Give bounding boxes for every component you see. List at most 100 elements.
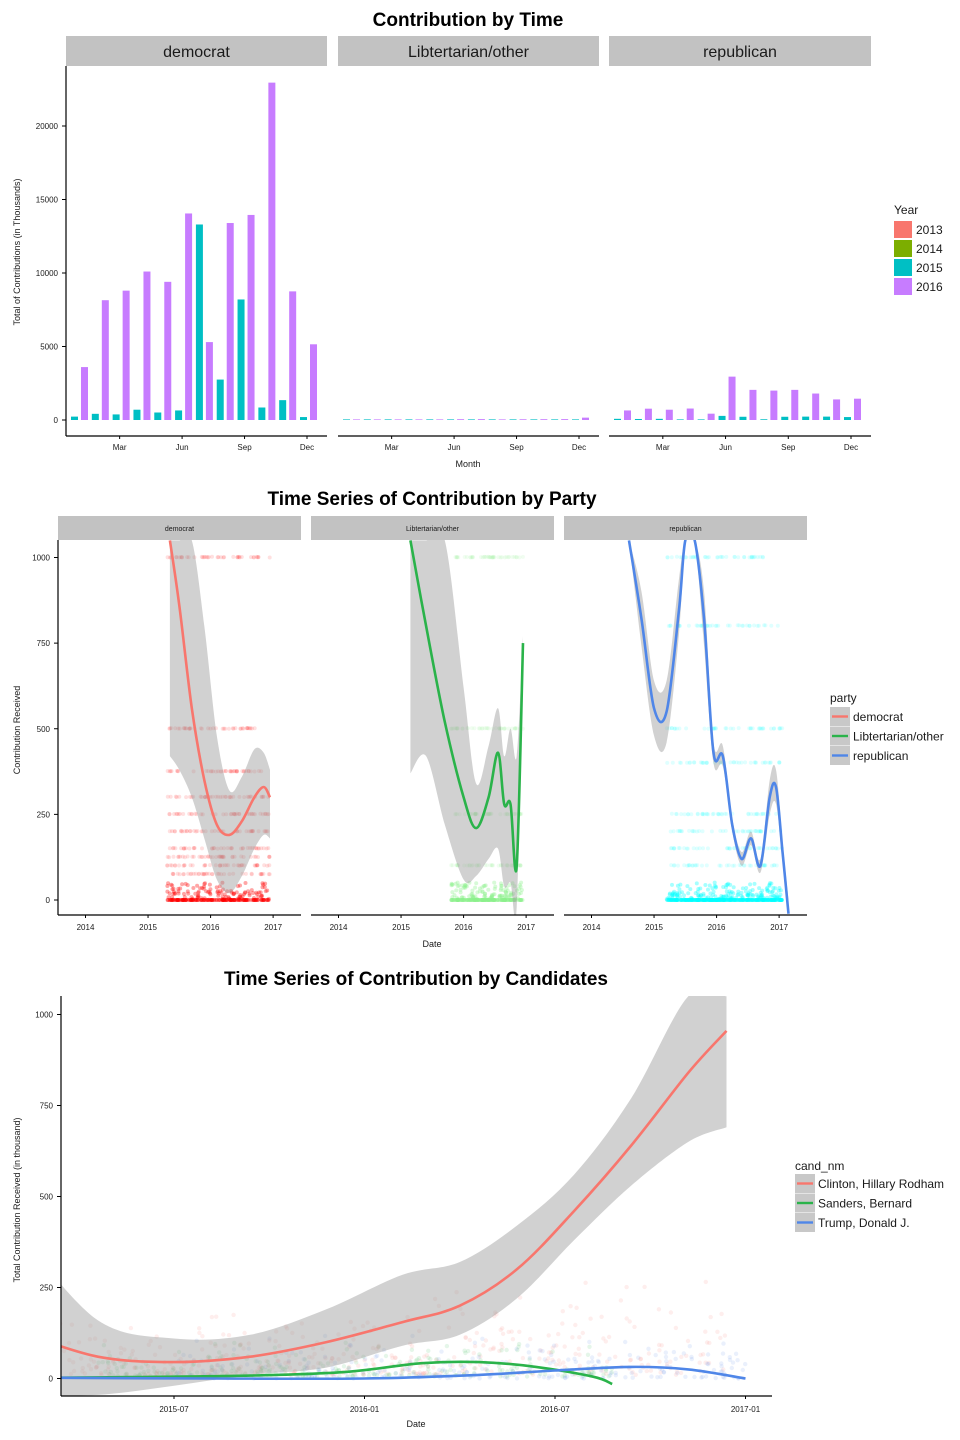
chart2-point — [515, 888, 519, 893]
chart2-point — [490, 726, 495, 731]
chart2-point — [265, 898, 270, 902]
chart1-bar-2016 — [436, 419, 444, 420]
chart2-point — [750, 898, 755, 902]
chart2-point — [226, 863, 231, 868]
chart3-point — [230, 1362, 235, 1367]
chart2-point — [449, 726, 454, 731]
chart2-point — [684, 898, 689, 902]
chart2-point — [498, 863, 503, 868]
chart3-point — [181, 1352, 186, 1358]
chart2-point — [226, 895, 231, 899]
chart2-point — [664, 726, 669, 731]
chart3-point — [492, 1314, 497, 1319]
chart3-point — [527, 1355, 532, 1361]
chart2-point — [715, 897, 720, 902]
chart2-point — [755, 846, 760, 851]
chart2-point — [760, 898, 765, 902]
chart2-point — [210, 554, 214, 559]
chart2-point — [215, 555, 220, 560]
chart2-point — [227, 794, 232, 799]
chart2-point — [498, 555, 503, 560]
chart2-point — [757, 898, 762, 902]
chart2-point — [715, 555, 720, 560]
chart3-point — [583, 1280, 588, 1286]
chart2-point — [761, 726, 766, 731]
chart2-point — [229, 769, 234, 774]
chart2-point — [688, 555, 693, 560]
chart2-point — [667, 898, 672, 902]
chart2-point — [675, 898, 679, 902]
chart2-point — [487, 555, 491, 560]
chart3-legend-label: Trump, Donald J. — [818, 1216, 910, 1230]
chart1-bar-2015 — [91, 413, 99, 420]
chart2-point — [450, 882, 455, 887]
chart2-point — [750, 726, 755, 731]
chart2-point — [721, 894, 726, 899]
chart3-point — [609, 1370, 614, 1375]
chart3-point — [118, 1345, 124, 1351]
chart3-point — [424, 1353, 429, 1358]
chart2-point — [748, 889, 753, 894]
chart2-point — [475, 812, 480, 817]
chart2-point — [198, 898, 203, 902]
chart2-point — [702, 555, 707, 559]
chart2-point — [767, 882, 772, 887]
chart1-bar-2016 — [644, 408, 652, 420]
chart2-point — [199, 898, 204, 902]
chart2-point — [699, 898, 704, 902]
chart2-point — [267, 854, 272, 859]
chart2-point — [175, 769, 180, 774]
chart2-point — [704, 898, 709, 902]
chart3-point — [259, 1368, 264, 1373]
chart2-point — [259, 795, 264, 799]
chart3-point — [160, 1370, 165, 1375]
chart2-point — [746, 898, 751, 902]
chart2-point — [463, 885, 468, 890]
chart2-point — [779, 898, 784, 902]
chart2-point — [267, 555, 272, 560]
chart3-point — [661, 1369, 666, 1375]
chart2-point — [217, 871, 221, 876]
chart2-point — [725, 623, 730, 628]
chart2-point — [700, 898, 705, 902]
chart2-point — [677, 887, 682, 892]
chart3-point — [472, 1366, 477, 1371]
chart2-point — [258, 872, 263, 877]
chart3-point — [405, 1367, 410, 1372]
chart3-point — [331, 1373, 337, 1379]
chart2-point — [171, 846, 176, 850]
chart3-point — [330, 1356, 335, 1361]
chart3-point — [155, 1369, 160, 1374]
chart3-point — [427, 1371, 432, 1377]
chart2-point — [487, 898, 492, 902]
chart2-point — [772, 898, 777, 902]
chart2-point — [165, 769, 170, 773]
chart2-point — [235, 898, 240, 902]
chart3-title: Time Series of Contribution by Candidate… — [224, 969, 608, 990]
chart2-point — [198, 726, 203, 731]
chart2-point — [242, 795, 247, 800]
chart3-point — [613, 1373, 618, 1378]
chart2-point — [259, 872, 264, 876]
chart2-point — [757, 896, 762, 900]
chart3-point — [200, 1334, 205, 1339]
chart3-point — [372, 1371, 377, 1377]
chart2-point — [714, 898, 719, 902]
chart2-point — [519, 888, 524, 892]
chart2-point — [486, 812, 491, 816]
chart2-point — [517, 898, 522, 902]
chart2-point — [171, 889, 176, 894]
chart2-point — [720, 895, 725, 900]
chart2-point — [221, 854, 226, 859]
chart3-point — [106, 1360, 111, 1366]
chart2-point — [762, 760, 767, 765]
chart2-point — [499, 898, 504, 902]
chart3-point — [76, 1340, 82, 1345]
chart2-point — [193, 811, 198, 816]
chart3-point — [175, 1370, 180, 1375]
chart3-point — [442, 1368, 448, 1374]
chart3-point — [705, 1361, 710, 1366]
chart3-ylabel: Total Contribution Received (in thousand… — [12, 1117, 22, 1282]
chart2-point — [461, 895, 466, 900]
chart3-point — [393, 1370, 398, 1376]
